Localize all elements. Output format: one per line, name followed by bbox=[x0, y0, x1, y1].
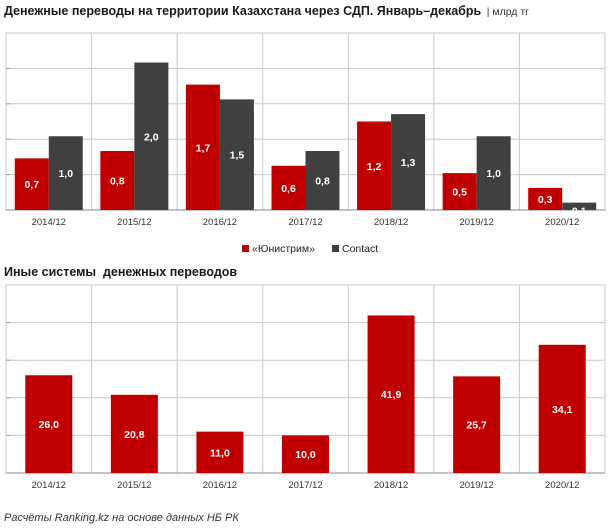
bar bbox=[219, 99, 254, 210]
x-tick-label: 2015/12 bbox=[117, 217, 151, 228]
bar bbox=[562, 202, 597, 210]
x-tick-label: 2018/12 bbox=[374, 480, 408, 491]
x-tick-label: 2016/12 bbox=[203, 480, 237, 491]
bar bbox=[14, 158, 49, 210]
bar bbox=[282, 435, 329, 473]
data-label: 41,9 bbox=[381, 389, 402, 401]
bar bbox=[528, 187, 563, 210]
data-label: 2,0 bbox=[144, 131, 159, 143]
x-tick-label: 2020/12 bbox=[545, 480, 579, 491]
data-label: 0,8 bbox=[110, 176, 125, 188]
bar bbox=[442, 173, 477, 210]
bar bbox=[476, 136, 511, 210]
bar bbox=[185, 84, 220, 210]
chart1-unit: | млрд тг bbox=[486, 6, 529, 18]
x-tick-label: 2015/12 bbox=[117, 480, 151, 491]
bar bbox=[453, 376, 501, 473]
data-label: 0,5 bbox=[452, 187, 467, 199]
legend-label-contact: Contact bbox=[342, 243, 378, 255]
bar bbox=[134, 62, 169, 210]
legend-swatch-unistream bbox=[242, 245, 249, 252]
data-label: 1,0 bbox=[486, 168, 501, 180]
legend-swatch-contact bbox=[332, 245, 339, 252]
data-label: 0,1 bbox=[572, 206, 587, 218]
chart1-title: Денежные переводы на территории Казахста… bbox=[4, 4, 529, 18]
bar bbox=[196, 431, 244, 473]
bar bbox=[391, 114, 426, 210]
data-label: 11,0 bbox=[210, 447, 230, 459]
data-label: 1,7 bbox=[196, 142, 211, 154]
data-label: 0,6 bbox=[281, 183, 296, 195]
chart2-title: Иные системы денежных переводов bbox=[4, 265, 238, 279]
bar bbox=[367, 315, 415, 473]
chart1-svg: 0,7 1,0 2014/12 0,8 2,0 2015/12 1,7 1,5 2016/12 0… bbox=[5, 32, 606, 255]
data-label: 1,5 bbox=[230, 150, 245, 162]
source-note: Расчёты Ranking.kz на основе данных НБ Р… bbox=[4, 512, 239, 524]
data-label: 1,3 bbox=[401, 157, 416, 169]
data-label: 0,3 bbox=[538, 194, 553, 206]
bar bbox=[271, 165, 306, 210]
data-label: 1,0 bbox=[58, 168, 73, 180]
x-tick-label: 2018/12 bbox=[374, 217, 408, 228]
data-label: 26,0 bbox=[39, 419, 60, 431]
data-label: 1,2 bbox=[367, 161, 382, 173]
x-tick-label: 2019/12 bbox=[459, 480, 493, 491]
bar bbox=[305, 151, 340, 210]
x-tick-label: 2019/12 bbox=[459, 217, 493, 228]
x-tick-label: 2014/12 bbox=[32, 480, 66, 491]
x-tick-label: 2017/12 bbox=[288, 217, 322, 228]
data-label: 20,8 bbox=[124, 429, 145, 441]
x-tick-label: 2017/12 bbox=[288, 480, 322, 491]
data-label: 25,7 bbox=[466, 420, 487, 432]
data-label: 10,0 bbox=[295, 449, 316, 461]
x-tick-label: 2014/12 bbox=[32, 217, 66, 228]
bar bbox=[538, 344, 586, 473]
bar bbox=[110, 394, 158, 473]
bar bbox=[357, 121, 392, 210]
data-label: 0,8 bbox=[315, 176, 330, 188]
x-tick-label: 2020/12 bbox=[545, 217, 579, 228]
x-tick-label: 2016/12 bbox=[203, 217, 237, 228]
data-label: 0,7 bbox=[24, 179, 39, 191]
bar bbox=[48, 136, 83, 210]
bar bbox=[25, 375, 73, 473]
data-label: 34,1 bbox=[552, 404, 573, 416]
chart1-title-text: Денежные переводы на территории Казахста… bbox=[4, 4, 482, 18]
bar bbox=[100, 151, 135, 210]
legend-label-unistream: «Юнистрим» bbox=[252, 243, 315, 255]
